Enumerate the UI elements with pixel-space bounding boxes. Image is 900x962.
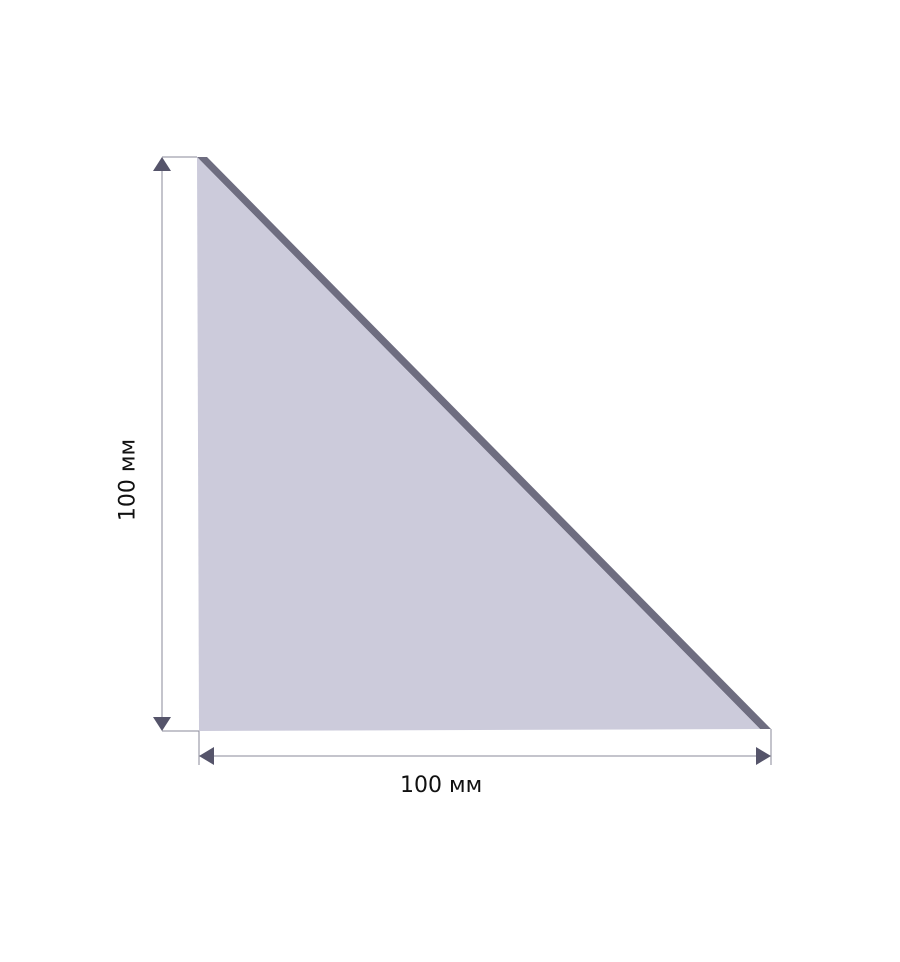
arrow-up-icon: [153, 157, 171, 171]
vertical-dimension: [161, 156, 199, 732]
triangle-shape: [197, 157, 760, 731]
width-label: 100 мм: [400, 773, 483, 798]
arrow-right-icon: [756, 747, 771, 765]
arrow-down-icon: [153, 717, 171, 731]
triangle-edge-shadow: [197, 157, 771, 729]
height-label: 100 мм: [115, 438, 141, 522]
arrow-left-icon: [199, 747, 214, 765]
horizontal-dimension: [198, 729, 772, 765]
